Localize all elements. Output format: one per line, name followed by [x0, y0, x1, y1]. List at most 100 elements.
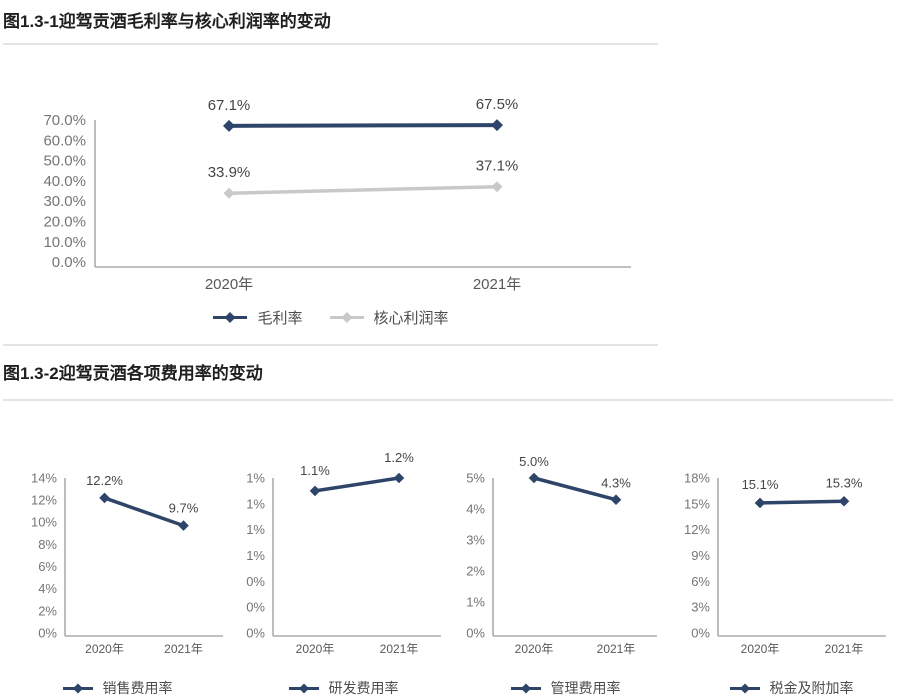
- diamond-marker-icon[interactable]: [309, 485, 321, 497]
- y-axis-tick-label: 0%: [246, 574, 265, 589]
- y-axis-tick-label: 0%: [691, 625, 710, 640]
- x-axis-tick-label: 2020年: [85, 642, 124, 656]
- data-point-label: 1.2%: [384, 450, 414, 465]
- y-axis-tick-label: 14%: [31, 470, 57, 485]
- legend-marker-icon: [213, 311, 248, 323]
- y-axis-tick-label: 40.0%: [43, 173, 86, 190]
- y-axis-tick-label: 10%: [31, 515, 57, 530]
- x-axis-tick-label: 2021年: [380, 642, 419, 656]
- legend-label: 毛利率: [257, 309, 303, 327]
- x-axis-tick-label: 2020年: [741, 642, 780, 656]
- data-point-label: 1.1%: [300, 463, 330, 478]
- y-axis-tick-label: 12%: [31, 493, 57, 508]
- x-axis-tick-label: 2021年: [825, 642, 864, 656]
- data-point-label: 37.1%: [476, 158, 519, 175]
- divider: [3, 344, 658, 346]
- legend-label: 销售费用率: [102, 680, 173, 696]
- y-axis-tick-label: 0%: [38, 625, 57, 640]
- y-axis-tick-label: 8%: [38, 537, 57, 552]
- y-axis-tick-label: 3%: [466, 532, 485, 547]
- series-line: [228, 123, 498, 128]
- y-axis-tick-label: 4%: [466, 501, 485, 516]
- y-axis-tick-label: 12%: [684, 522, 710, 537]
- admin-expense-line-chart: 5% 4% 3% 2% 1% 0% 2020年 2021年 5.0% 4.3%: [466, 454, 657, 656]
- admin-expense-legend: 管理费用率: [455, 678, 675, 698]
- diamond-marker-icon[interactable]: [99, 492, 110, 504]
- diamond-marker-icon[interactable]: [491, 119, 503, 132]
- x-axis-tick-label: 2021年: [473, 276, 521, 293]
- main-chart-legend: 毛利率 核心利润率: [3, 306, 658, 328]
- data-point-label: 15.3%: [826, 475, 863, 490]
- series-line: [314, 476, 400, 493]
- y-axis-tick-label: 0%: [466, 625, 485, 640]
- data-point-label: 9.7%: [169, 501, 199, 516]
- divider: [3, 43, 658, 45]
- selling-expense-chart-panel: 14% 12% 10% 8% 6% 4% 2% 0% 2020年 2021年 12.2% 9.7% 销…: [3, 446, 231, 698]
- diamond-marker-icon[interactable]: [528, 472, 540, 484]
- data-point-label: 15.1%: [742, 477, 779, 492]
- diamond-marker-icon[interactable]: [223, 119, 235, 132]
- legend-label: 税金及附加率: [769, 680, 854, 696]
- divider: [3, 399, 893, 401]
- y-axis-tick-label: 0%: [246, 625, 265, 640]
- x-axis-tick-label: 2020年: [205, 276, 253, 293]
- tax-surcharge-line-chart: 18% 15% 12% 9% 6% 3% 0% 2020年 2021年 15.1% 15.3%: [684, 470, 886, 656]
- legend-item[interactable]: 销售费用率: [62, 678, 173, 698]
- rd-expense-chart-panel: 1% 1% 1% 1% 0% 0% 0% 2020年 2021年 1.1% 1.2% 研发费用率: [231, 446, 455, 698]
- diamond-marker-icon[interactable]: [223, 187, 235, 199]
- data-point-label: 12.2%: [86, 473, 123, 488]
- series-line: [228, 184, 498, 195]
- gross-margin-core-profit-line-chart: 70.0% 60.0% 50.0% 40.0% 30.0% 20.0% 10.0% 0.0% 2…: [43, 96, 631, 293]
- y-axis-tick-label: 30.0%: [43, 193, 86, 210]
- diamond-marker-icon[interactable]: [178, 520, 189, 531]
- section-margin-trend: 图1.3-1迎驾贡酒毛利率与核心利润率的变动 70.0% 60.0% 50.0% 40…: [3, 10, 658, 346]
- series-line: [533, 476, 617, 502]
- legend-label: 管理费用率: [550, 680, 621, 696]
- y-axis-tick-label: 1%: [466, 594, 485, 609]
- y-axis-tick-label: 6%: [691, 574, 710, 589]
- legend-item[interactable]: 毛利率: [212, 307, 303, 328]
- legend-item[interactable]: 核心利润率: [329, 307, 449, 328]
- legend-item[interactable]: 管理费用率: [510, 678, 621, 698]
- legend-marker-icon: [288, 683, 319, 693]
- diamond-marker-icon[interactable]: [610, 494, 622, 505]
- y-axis-tick-label: 6%: [38, 559, 57, 574]
- x-axis-tick-label: 2021年: [164, 642, 203, 656]
- y-axis-tick-label: 0%: [246, 600, 265, 615]
- diamond-marker-icon[interactable]: [491, 181, 503, 193]
- y-axis-tick-label: 18%: [684, 470, 710, 485]
- data-point-label: 33.9%: [208, 164, 251, 181]
- y-axis-tick-label: 1%: [246, 548, 265, 563]
- small-charts-row: 14% 12% 10% 8% 6% 4% 2% 0% 2020年 2021年 12.2% 9.7% 销…: [3, 446, 907, 698]
- legend-label: 核心利润率: [373, 309, 449, 327]
- rd-expense-legend: 研发费用率: [231, 678, 455, 698]
- tax-surcharge-chart-panel: 18% 15% 12% 9% 6% 3% 0% 2020年 2021年 15.1% 15.3% 税金…: [675, 446, 907, 698]
- legend-item[interactable]: 研发费用率: [288, 678, 399, 698]
- y-axis-tick-label: 10.0%: [43, 234, 86, 251]
- data-point-label: 67.1%: [208, 97, 251, 114]
- y-axis-tick-label: 0.0%: [52, 254, 86, 271]
- series-line: [759, 499, 845, 505]
- diamond-marker-icon[interactable]: [838, 495, 850, 507]
- y-axis-tick-label: 70.0%: [43, 112, 86, 129]
- legend-label: 研发费用率: [328, 680, 399, 696]
- data-point-label: 5.0%: [519, 454, 549, 469]
- figure-title-2: 图1.3-2迎驾贡酒各项费用率的变动: [3, 364, 263, 383]
- y-axis-tick-label: 4%: [38, 581, 57, 596]
- y-axis-tick-label: 5%: [466, 470, 485, 485]
- rd-expense-line-chart: 1% 1% 1% 1% 0% 0% 0% 2020年 2021年 1.1% 1.2%: [246, 450, 441, 656]
- y-axis-tick-label: 60.0%: [43, 132, 86, 149]
- y-axis-tick-label: 3%: [691, 600, 710, 615]
- y-axis-tick-label: 2%: [38, 603, 57, 618]
- x-axis-tick-label: 2020年: [296, 642, 335, 656]
- y-axis-tick-label: 15%: [684, 496, 710, 511]
- y-axis-tick-label: 20.0%: [43, 214, 86, 231]
- y-axis-tick-label: 50.0%: [43, 153, 86, 170]
- admin-expense-chart-panel: 5% 4% 3% 2% 1% 0% 2020年 2021年 5.0% 4.3% 管理费用率: [455, 446, 675, 698]
- y-axis-tick-label: 1%: [246, 496, 265, 511]
- diamond-marker-icon[interactable]: [754, 497, 766, 509]
- diamond-marker-icon[interactable]: [393, 472, 405, 484]
- selling-expense-legend: 销售费用率: [3, 678, 231, 698]
- legend-marker-icon: [729, 683, 760, 693]
- legend-item[interactable]: 税金及附加率: [729, 678, 854, 698]
